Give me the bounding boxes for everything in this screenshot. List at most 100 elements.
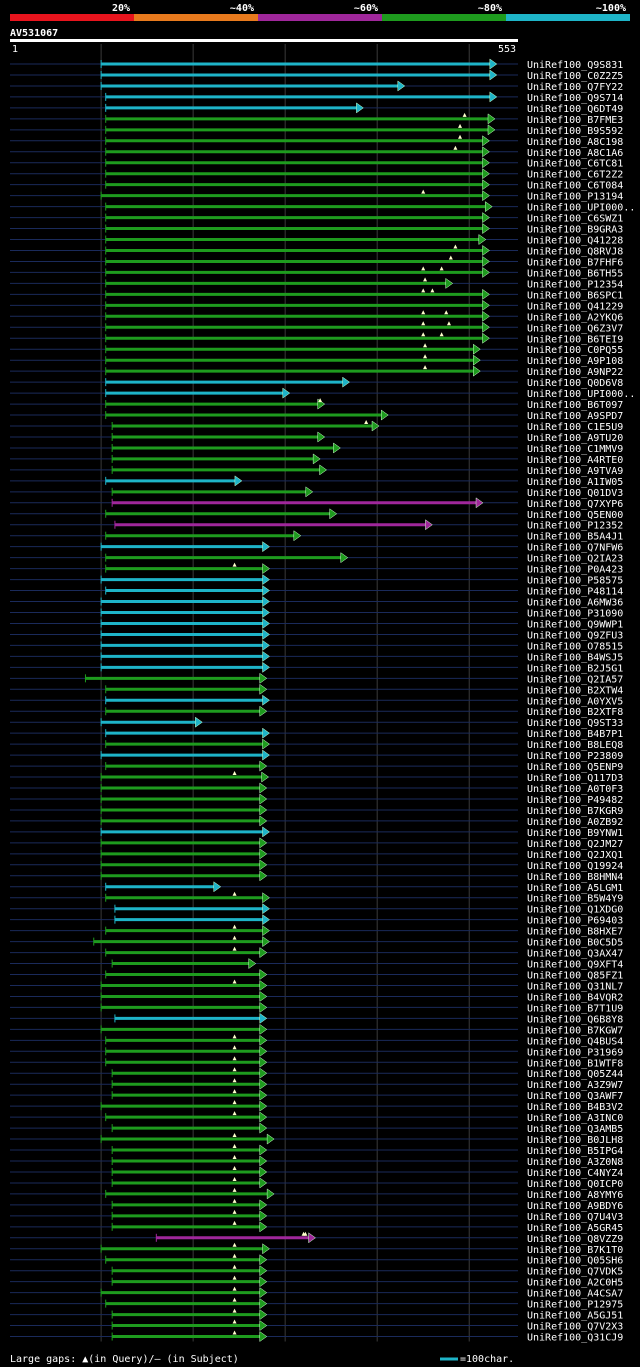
hit-row[interactable]: UniRef100_Q6Z3V7	[10, 321, 623, 334]
hit-row[interactable]: UniRef100_A4RTE0	[10, 453, 623, 466]
hit-label[interactable]: UniRef100_B5A4J1	[527, 532, 623, 543]
hit-label[interactable]: UniRef100_B4B7P1	[527, 729, 623, 740]
hit-label[interactable]: UniRef100_A0ZB92	[527, 817, 623, 828]
hit-row[interactable]: UniRef100_Q8RVJ8	[10, 244, 623, 257]
hit-row[interactable]: UniRef100_P12354	[10, 277, 623, 290]
hit-label[interactable]: UniRef100_A4RTE0	[527, 455, 623, 466]
hit-row[interactable]: UniRef100_P0A423	[10, 562, 623, 576]
hit-row[interactable]: UniRef100_Q3AWF7	[10, 1089, 623, 1102]
hit-row[interactable]: UniRef100_Q05SH6	[10, 1253, 623, 1267]
hit-row[interactable]: UniRef100_B0JLH8	[10, 1133, 623, 1146]
hit-label[interactable]: UniRef100_A2YKQ6	[527, 312, 623, 323]
hit-label[interactable]: UniRef100_Q117D3	[527, 773, 623, 784]
hit-label[interactable]: UniRef100_Q6B8Y8	[527, 1014, 623, 1025]
hit-row[interactable]: UniRef100_B9YNW1	[10, 826, 623, 839]
hit-label[interactable]: UniRef100_B6TEI9	[527, 334, 623, 345]
hit-row[interactable]: UniRef100_Q8VZZ9	[10, 1231, 623, 1245]
hit-label[interactable]: UniRef100_Q41229	[527, 301, 623, 312]
hit-row[interactable]: UniRef100_C0PQ55	[10, 343, 623, 356]
hit-label[interactable]: UniRef100_Q9XFT4	[527, 960, 623, 971]
hit-row[interactable]: UniRef100_Q7V2X3	[10, 1319, 623, 1333]
hit-row[interactable]: UniRef100_O78515	[10, 639, 623, 652]
hit-label[interactable]: UniRef100_P12354	[527, 279, 623, 290]
hit-label[interactable]: UniRef100_Q2JM27	[527, 839, 623, 850]
hit-row[interactable]: UniRef100_Q2IA57	[10, 672, 623, 685]
hit-label[interactable]: UniRef100_Q01DV3	[527, 488, 623, 499]
hit-row[interactable]: UniRef100_Q3AX47	[10, 946, 623, 960]
hit-label[interactable]: UniRef100_B0JLH8	[527, 1135, 623, 1146]
hit-label[interactable]: UniRef100_Q5ENP9	[527, 762, 623, 773]
hit-label[interactable]: UniRef100_B6SPC1	[527, 290, 623, 301]
hit-label[interactable]: UniRef100_Q5EN00	[527, 510, 623, 521]
hit-label[interactable]: UniRef100_A1IW05	[527, 477, 623, 488]
hit-label[interactable]: UniRef100_UPI000..	[527, 203, 635, 214]
hit-row[interactable]: UniRef100_A1IW05	[10, 475, 623, 488]
hit-row[interactable]: UniRef100_B6TH55	[10, 266, 623, 279]
hit-row[interactable]: UniRef100_A4CSA7	[10, 1286, 623, 1300]
hit-label[interactable]: UniRef100_A8C1A6	[527, 148, 623, 159]
hit-row[interactable]: UniRef100_A3Z0N8	[10, 1155, 623, 1168]
hit-label[interactable]: UniRef100_A3INC0	[527, 1113, 623, 1124]
hit-row[interactable]: UniRef100_Q2JXQ1	[10, 848, 623, 861]
hit-label[interactable]: UniRef100_B4VQR2	[527, 992, 623, 1003]
hit-label[interactable]: UniRef100_B5IPG4	[527, 1146, 623, 1157]
hit-row[interactable]: UniRef100_C0Z2Z5	[10, 69, 623, 82]
hit-label[interactable]: UniRef100_B2XTW4	[527, 685, 623, 696]
hit-label[interactable]: UniRef100_B6TH55	[527, 268, 623, 279]
hit-label[interactable]: UniRef100_Q2IA57	[527, 674, 623, 685]
hit-label[interactable]: UniRef100_Q19924	[527, 861, 623, 872]
hit-row[interactable]: UniRef100_B1WTF8	[10, 1056, 623, 1069]
hit-row[interactable]: UniRef100_P23809	[10, 749, 623, 762]
hit-row[interactable]: UniRef100_B7K1T0	[10, 1242, 623, 1256]
hit-row[interactable]: UniRef100_Q9ZFU3	[10, 628, 623, 641]
hit-row[interactable]: UniRef100_B2XTW4	[10, 683, 623, 696]
hit-label[interactable]: UniRef100_P49482	[527, 795, 623, 806]
hit-row[interactable]: UniRef100_Q9ST33	[10, 716, 623, 729]
hit-label[interactable]: UniRef100_Q6Z3V7	[527, 323, 623, 334]
hit-row[interactable]: UniRef100_Q41229	[10, 299, 623, 312]
hit-row[interactable]: UniRef100_A8C198	[10, 134, 623, 148]
hit-row[interactable]: UniRef100_B7KGR9	[10, 804, 623, 817]
hit-label[interactable]: UniRef100_UPI000..	[527, 389, 635, 400]
hit-label[interactable]: UniRef100_P13194	[527, 192, 623, 203]
hit-label[interactable]: UniRef100_Q7V2X3	[527, 1322, 623, 1333]
hit-label[interactable]: UniRef100_A9NP22	[527, 367, 623, 378]
hit-row[interactable]: UniRef100_B7FHF6	[10, 255, 623, 268]
hit-label[interactable]: UniRef100_A2C0H5	[527, 1278, 623, 1289]
hit-row[interactable]: UniRef100_B5IPG4	[10, 1144, 623, 1157]
hit-label[interactable]: UniRef100_B8HXE7	[527, 927, 623, 938]
hit-label[interactable]: UniRef100_A0T0F3	[527, 784, 623, 795]
hit-label[interactable]: UniRef100_A5LGM1	[527, 883, 623, 894]
hit-label[interactable]: UniRef100_Q05Z44	[527, 1069, 623, 1080]
hit-row[interactable]: UniRef100_B4B7P1	[10, 727, 623, 740]
hit-row[interactable]: UniRef100_A5GR45	[10, 1220, 623, 1234]
hit-row[interactable]: UniRef100_B7T1U9	[10, 1001, 623, 1014]
hit-row[interactable]: UniRef100_A9P108	[10, 354, 623, 367]
hit-label[interactable]: UniRef100_Q2JXQ1	[527, 850, 623, 861]
hit-label[interactable]: UniRef100_B7FHF6	[527, 257, 623, 268]
hit-label[interactable]: UniRef100_B7KGR9	[527, 806, 623, 817]
hit-label[interactable]: UniRef100_B5W4Y9	[527, 894, 623, 905]
hit-label[interactable]: UniRef100_B9S592	[527, 126, 623, 137]
hit-row[interactable]: UniRef100_B7FME3	[10, 112, 623, 126]
hit-label[interactable]: UniRef100_Q8VZZ9	[527, 1234, 623, 1245]
hit-label[interactable]: UniRef100_Q3AMB5	[527, 1124, 623, 1135]
hit-row[interactable]: UniRef100_Q9WWP1	[10, 617, 623, 630]
hit-label[interactable]: UniRef100_B7K1T0	[527, 1245, 623, 1256]
hit-row[interactable]: UniRef100_C6SWZ1	[10, 212, 623, 225]
hit-row[interactable]: UniRef100_UPI000..	[10, 201, 635, 214]
hit-label[interactable]: UniRef100_Q2IA23	[527, 554, 623, 565]
hit-row[interactable]: UniRef100_Q31CJ9	[10, 1330, 623, 1344]
hit-row[interactable]: UniRef100_Q4BUS4	[10, 1034, 623, 1047]
hit-label[interactable]: UniRef100_C6SWZ1	[527, 214, 623, 225]
hit-label[interactable]: UniRef100_Q7U4V3	[527, 1212, 623, 1223]
hit-row[interactable]: UniRef100_A8YMY6	[10, 1187, 623, 1201]
hit-row[interactable]: UniRef100_B4B3V2	[10, 1100, 623, 1113]
hit-label[interactable]: UniRef100_Q9ST33	[527, 718, 623, 729]
hit-label[interactable]: UniRef100_P69403	[527, 916, 623, 927]
hit-row[interactable]: UniRef100_C6T2Z2	[10, 168, 623, 181]
hit-row[interactable]: UniRef100_Q5ENP9	[10, 760, 623, 773]
hit-label[interactable]: UniRef100_B0C5D5	[527, 938, 623, 949]
hit-label[interactable]: UniRef100_Q7VDK5	[527, 1267, 623, 1278]
hit-row[interactable]: UniRef100_A2C0H5	[10, 1275, 623, 1289]
